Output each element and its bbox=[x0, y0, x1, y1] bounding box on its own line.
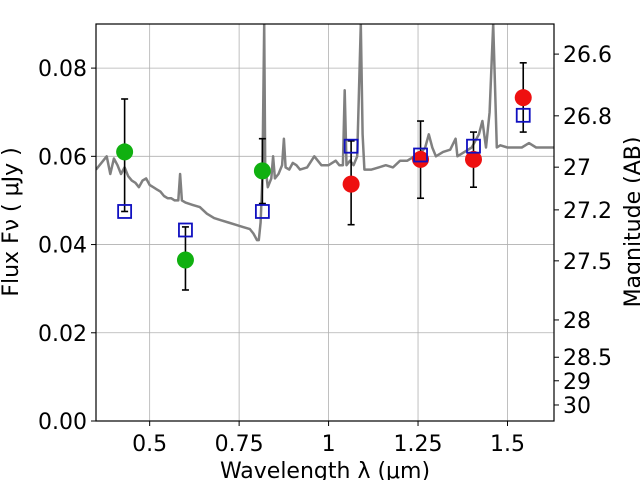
model-point bbox=[117, 204, 133, 219]
x-tick-label: 0.5 bbox=[132, 432, 167, 457]
y-tick-label: 0.06 bbox=[38, 145, 87, 170]
y-tick-label: 0.00 bbox=[38, 410, 87, 435]
x-tick-label: 0.75 bbox=[215, 432, 264, 457]
y-axis-ticks: 0.00 0.02 0.04 0.06 0.08 bbox=[38, 57, 96, 435]
model-point bbox=[413, 147, 428, 163]
observed-point bbox=[116, 143, 134, 161]
x-axis-label: Wavelength λ (μm) bbox=[220, 459, 430, 480]
observed-point bbox=[464, 150, 482, 168]
observed-point bbox=[253, 162, 271, 180]
y2-axis-label: Magnitude (AB) bbox=[621, 137, 640, 308]
y-tick-label: 0.08 bbox=[38, 57, 87, 82]
y2-tick-label: 28 bbox=[563, 309, 591, 334]
y2-tick-label: 26.8 bbox=[563, 105, 612, 130]
observed-points bbox=[116, 89, 532, 269]
y2-tick-label: 26.6 bbox=[563, 43, 612, 68]
spectrum-series bbox=[96, 24, 554, 242]
observed-point bbox=[176, 251, 194, 269]
plot-area bbox=[96, 24, 554, 291]
y2-tick-label: 30 bbox=[563, 394, 591, 419]
y2-tick-label: 29 bbox=[563, 370, 591, 395]
y-axis-label: Flux Fν ( μJy ) bbox=[0, 147, 24, 296]
model-point bbox=[178, 222, 193, 238]
x-tick-label: 1.5 bbox=[490, 432, 525, 457]
y-tick-label: 0.04 bbox=[38, 234, 87, 259]
y2-tick-label: 27.5 bbox=[563, 250, 612, 275]
model-point bbox=[343, 138, 359, 154]
x-axis-ticks: 0.5 0.75 1 1.25 1.5 bbox=[132, 421, 525, 457]
model-point bbox=[515, 107, 531, 123]
observed-point bbox=[514, 89, 532, 107]
grid-lines bbox=[96, 24, 554, 422]
observed-point bbox=[412, 150, 430, 168]
y2-tick-label: 27 bbox=[563, 156, 591, 181]
x-tick-label: 1.25 bbox=[394, 432, 443, 457]
model-points bbox=[117, 107, 531, 238]
y-tick-label: 0.02 bbox=[38, 322, 87, 347]
plot-frame bbox=[95, 23, 555, 422]
model-point bbox=[466, 138, 481, 154]
spectrum-line bbox=[96, 24, 554, 242]
y2-tick-label: 27.2 bbox=[563, 199, 612, 224]
x-tick-label: 1 bbox=[322, 432, 336, 457]
observed-point bbox=[342, 175, 360, 193]
model-point bbox=[254, 204, 270, 219]
y2-tick-label: 28.5 bbox=[563, 346, 612, 371]
